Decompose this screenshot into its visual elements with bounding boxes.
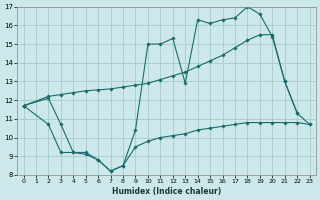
X-axis label: Humidex (Indice chaleur): Humidex (Indice chaleur) — [112, 187, 221, 196]
